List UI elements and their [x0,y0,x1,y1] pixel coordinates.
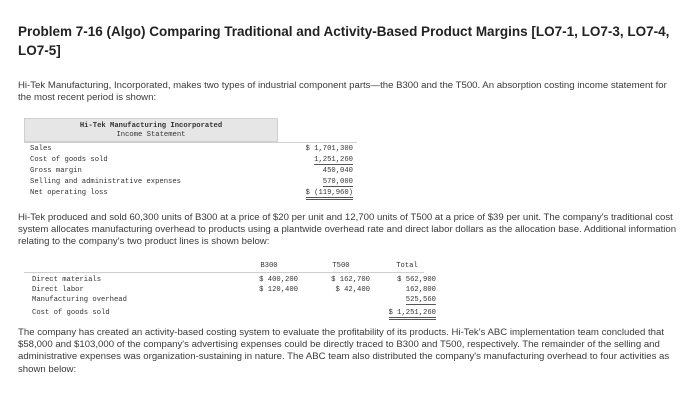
cogs-table-total: $ 1,251,260 [388,309,436,320]
overhead-label: Manufacturing overhead [32,296,127,304]
cogs-label: Cost of goods sold [30,156,108,164]
sga-label: Selling and administrative expenses [30,178,181,186]
direct-materials-t500: $ 162,700 [331,276,370,284]
intro-paragraph: Hi-Tek Manufacturing, Incorporated, make… [18,80,667,104]
column-header-b300: B300 [260,262,278,270]
direct-materials-b300: $ 400,200 [259,276,298,284]
column-header-total: Total [396,262,418,270]
abc-paragraph: The company has created an activity-base… [18,327,670,375]
gross-margin-label: Gross margin [30,167,82,175]
company-name: Hi-Tek Manufacturing Incorporated [79,122,223,130]
cogs-value: 1,251,260 [314,156,353,165]
direct-labor-total: 162,800 [405,286,436,294]
direct-materials-total: $ 562,900 [397,276,436,284]
cogs-table-label: Cost of goods sold [32,309,110,317]
net-loss-value: $ (119,960) [305,189,353,200]
sga-value: 570,000 [322,178,353,187]
header-divider [24,142,357,143]
direct-labor-b300: $ 120,400 [259,286,298,294]
direct-materials-label: Direct materials [32,276,102,284]
production-paragraph: Hi-Tek produced and sold 60,300 units of… [18,212,677,248]
sales-value: $ 1,701,300 [305,145,353,153]
product-cost-table: B300 T500 Total Direct materials $ 400,2… [24,259,436,323]
income-statement-header: Hi-Tek Manufacturing Incorporated Income… [24,118,278,142]
statement-name: Income Statement [116,131,186,139]
table-header-divider [24,272,424,273]
income-statement: Hi-Tek Manufacturing Incorporated Income… [24,118,357,200]
overhead-total: 525,560 [405,296,436,305]
sales-label: Sales [30,145,52,153]
gross-margin-value: 450,040 [322,167,353,175]
column-header-t500: T500 [332,262,350,270]
problem-title: Problem 7-16 (Algo) Comparing Traditiona… [18,24,670,58]
direct-labor-label: Direct labor [32,286,84,294]
net-loss-label: Net operating loss [30,189,108,197]
direct-labor-t500: $ 42,400 [335,286,370,294]
